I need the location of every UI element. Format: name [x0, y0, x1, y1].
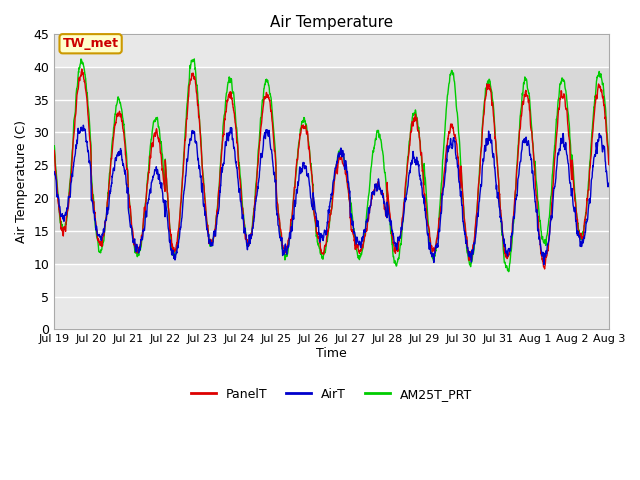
- Bar: [54, 67, 609, 264]
- Text: TW_met: TW_met: [63, 37, 118, 50]
- Title: Air Temperature: Air Temperature: [270, 15, 393, 30]
- Y-axis label: Air Temperature (C): Air Temperature (C): [15, 120, 28, 243]
- Legend: PanelT, AirT, AM25T_PRT: PanelT, AirT, AM25T_PRT: [186, 383, 477, 406]
- X-axis label: Time: Time: [316, 347, 347, 360]
